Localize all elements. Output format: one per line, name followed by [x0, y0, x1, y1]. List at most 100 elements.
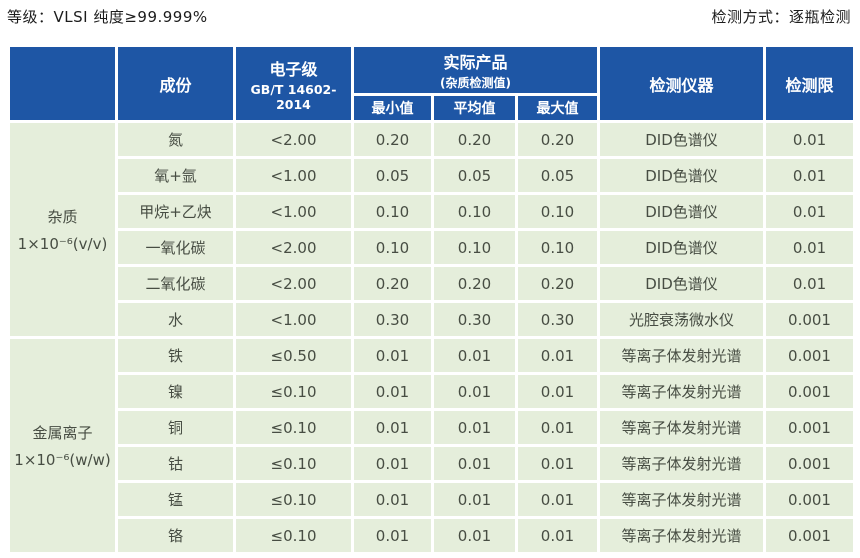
table-row: 金属离子 1×10⁻⁶(w/w) 铁 ≤0.50 0.01 0.01 0.01 … — [7, 336, 857, 555]
max-value-cell: 0.01 — [514, 408, 601, 447]
max-value-cell: 0.01 — [514, 516, 601, 555]
detection-limit-cell: 0.001 — [763, 336, 857, 375]
max-value-cell: 0.01 — [514, 336, 601, 375]
min-value-cell: 0.30 — [351, 300, 434, 339]
instrument-cell: DID色谱仪 — [597, 156, 767, 195]
avg-value-cell: 0.01 — [431, 408, 518, 447]
header-composition: 成份 — [115, 44, 236, 123]
component-cell: 二氧化碳 — [115, 264, 236, 303]
table-row: 镍 ≤0.10 0.01 0.01 0.01 等离子体发射光谱 0.001 — [9, 372, 857, 411]
min-value-cell: 0.01 — [351, 480, 434, 519]
min-value-cell: 0.05 — [351, 156, 434, 195]
electronic-grade-title: 电子级 — [269, 59, 318, 79]
actual-product-note: (杂质检测值) — [440, 76, 511, 90]
grade-limit-cell: <1.00 — [233, 300, 354, 339]
grade-limit-cell: <2.00 — [233, 120, 354, 159]
grade-label: 等级：VLSI 纯度≥99.999% — [7, 8, 208, 26]
detection-limit-cell: 0.01 — [763, 228, 857, 267]
instrument-cell: 等离子体发射光谱 — [597, 408, 767, 447]
detection-limit-cell: 0.001 — [763, 408, 857, 447]
table-row: 铬 ≤0.10 0.01 0.01 0.01 等离子体发射光谱 0.001 — [9, 516, 857, 555]
min-value-cell: 0.01 — [351, 336, 434, 375]
detection-limit-cell: 0.001 — [763, 516, 857, 555]
max-value-cell: 0.10 — [514, 192, 601, 231]
min-value-cell: 0.20 — [351, 120, 434, 159]
header-instrument: 检测仪器 — [597, 44, 767, 123]
grade-limit-cell: ≤0.50 — [233, 336, 354, 375]
max-value-cell: 0.01 — [514, 372, 601, 411]
max-value-cell: 0.05 — [514, 156, 601, 195]
detection-limit-cell: 0.01 — [763, 156, 857, 195]
instrument-cell: 等离子体发射光谱 — [597, 444, 767, 483]
min-value-cell: 0.01 — [351, 444, 434, 483]
component-cell: 氮 — [115, 120, 236, 159]
grade-limit-cell: <2.00 — [233, 228, 354, 267]
grade-limit-cell: <2.00 — [233, 264, 354, 303]
detection-limit-cell: 0.001 — [763, 372, 857, 411]
component-cell: 铜 — [115, 408, 236, 447]
group-label: 杂质 — [47, 208, 78, 226]
max-value-cell: 0.20 — [514, 264, 601, 303]
instrument-cell: 等离子体发射光谱 — [597, 480, 767, 519]
avg-value-cell: 0.01 — [431, 372, 518, 411]
component-cell: 铬 — [115, 516, 236, 555]
min-value-cell: 0.01 — [351, 372, 434, 411]
detection-limit-cell: 0.01 — [763, 120, 857, 159]
detection-limit-cell: 0.001 — [763, 444, 857, 483]
table-row: 钴 ≤0.10 0.01 0.01 0.01 等离子体发射光谱 0.001 — [9, 444, 857, 483]
avg-value-cell: 0.01 — [431, 444, 518, 483]
inspection-method-label: 检测方式：逐瓶检测 — [711, 8, 851, 26]
grade-limit-cell: ≤0.10 — [233, 372, 354, 411]
header-avg: 平均值 — [431, 93, 518, 123]
avg-value-cell: 0.10 — [431, 228, 518, 267]
header-max: 最大值 — [514, 93, 601, 123]
avg-value-cell: 0.20 — [431, 120, 518, 159]
spec-table: 成份 电子级 GB/T 14602-2014 实际产品 (杂质检测值) 检测仪器… — [7, 44, 857, 555]
actual-product-title: 实际产品 — [443, 53, 508, 72]
detection-limit-cell: 0.01 — [763, 192, 857, 231]
grade-limit-cell: ≤0.10 — [233, 444, 354, 483]
table-row: 甲烷+乙炔 <1.00 0.10 0.10 0.10 DID色谱仪 0.01 — [9, 192, 857, 231]
detection-limit-cell: 0.001 — [763, 300, 857, 339]
table-row: 一氧化碳 <2.00 0.10 0.10 0.10 DID色谱仪 0.01 — [9, 228, 857, 267]
header-min: 最小值 — [351, 93, 434, 123]
grade-limit-cell: ≤0.10 — [233, 516, 354, 555]
min-value-cell: 0.10 — [351, 192, 434, 231]
instrument-cell: 等离子体发射光谱 — [597, 516, 767, 555]
avg-value-cell: 0.20 — [431, 264, 518, 303]
header-detection-limit: 检测限 — [763, 44, 857, 123]
table-row: 水 <1.00 0.30 0.30 0.30 光腔衰荡微水仪 0.001 — [9, 300, 857, 339]
instrument-cell: DID色谱仪 — [597, 228, 767, 267]
header-electronic-grade: 电子级 GB/T 14602-2014 — [233, 44, 354, 123]
table-row: 锰 ≤0.10 0.01 0.01 0.01 等离子体发射光谱 0.001 — [9, 480, 857, 519]
instrument-cell: 光腔衰荡微水仪 — [597, 300, 767, 339]
avg-value-cell: 0.01 — [431, 336, 518, 375]
table-row: 氧+氩 <1.00 0.05 0.05 0.05 DID色谱仪 0.01 — [9, 156, 857, 195]
component-cell: 锰 — [115, 480, 236, 519]
group-unit: 1×10⁻⁶(w/w) — [14, 451, 111, 469]
table-row: 杂质 1×10⁻⁶(v/v) 氮 <2.00 0.20 0.20 0.20 DI… — [7, 120, 857, 339]
grade-limit-cell: <1.00 — [233, 192, 354, 231]
avg-value-cell: 0.05 — [431, 156, 518, 195]
grade-limit-cell: ≤0.10 — [233, 408, 354, 447]
avg-value-cell: 0.10 — [431, 192, 518, 231]
component-cell: 一氧化碳 — [115, 228, 236, 267]
min-value-cell: 0.20 — [351, 264, 434, 303]
detection-limit-cell: 0.01 — [763, 264, 857, 303]
grade-limit-cell: ≤0.10 — [233, 480, 354, 519]
table-row: 二氧化碳 <2.00 0.20 0.20 0.20 DID色谱仪 0.01 — [9, 264, 857, 303]
top-info-bar: 等级：VLSI 纯度≥99.999% 检测方式：逐瓶检测 — [7, 6, 851, 27]
component-cell: 氧+氩 — [115, 156, 236, 195]
header-group-spacer — [7, 44, 118, 123]
grade-limit-cell: <1.00 — [233, 156, 354, 195]
min-value-cell: 0.01 — [351, 516, 434, 555]
group-label: 金属离子 — [32, 424, 93, 442]
instrument-cell: DID色谱仪 — [597, 192, 767, 231]
max-value-cell: 0.01 — [514, 444, 601, 483]
avg-value-cell: 0.30 — [431, 300, 518, 339]
instrument-cell: 等离子体发射光谱 — [597, 336, 767, 375]
instrument-cell: DID色谱仪 — [597, 120, 767, 159]
max-value-cell: 0.30 — [514, 300, 601, 339]
max-value-cell: 0.20 — [514, 120, 601, 159]
component-cell: 甲烷+乙炔 — [115, 192, 236, 231]
